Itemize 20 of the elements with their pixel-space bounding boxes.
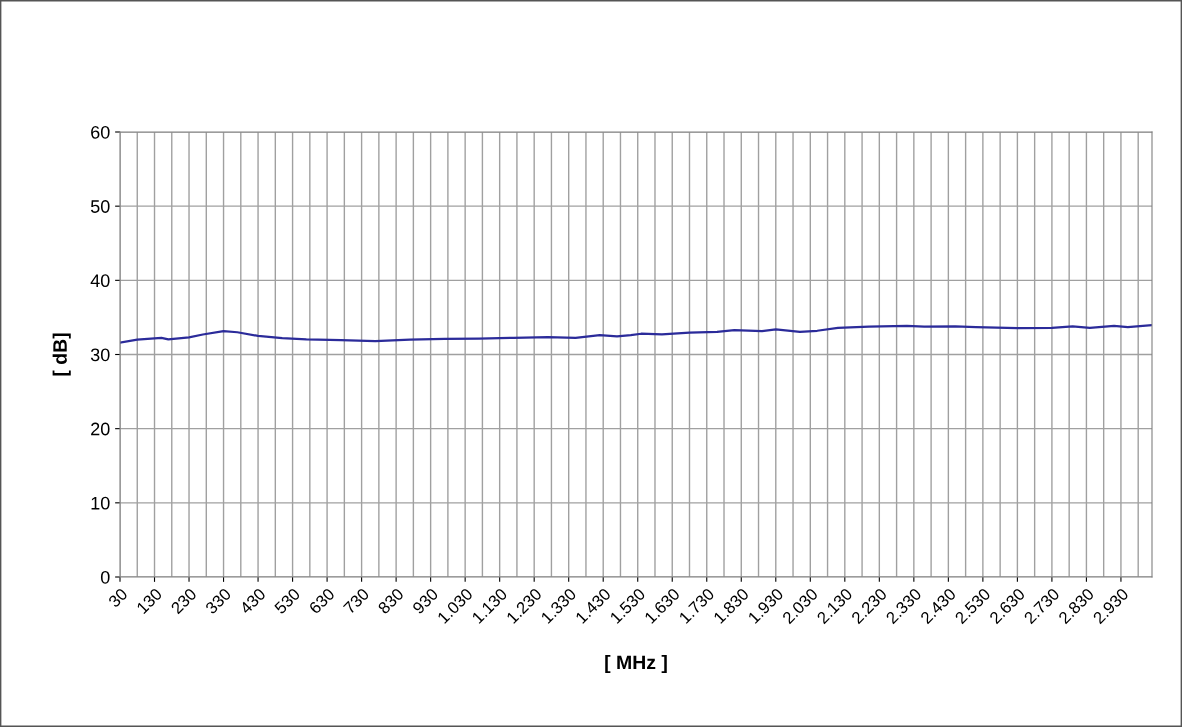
y-tick-label: 10 xyxy=(91,496,110,510)
y-tick-label: 20 xyxy=(91,422,110,436)
line-series xyxy=(120,324,1152,344)
x-tick-label: 830 xyxy=(377,587,405,615)
x-tick-label: 430 xyxy=(238,587,267,615)
x-tick-label: 530 xyxy=(273,587,301,615)
x-tick-label: 130 xyxy=(136,587,163,615)
y-tick-label: 50 xyxy=(90,200,110,213)
y-tick-label: 30 xyxy=(90,348,110,362)
x-tick-label: 30 xyxy=(107,587,129,609)
y-tick-label: 0 xyxy=(100,570,110,584)
x-tick-label: 230 xyxy=(170,587,198,615)
x-tick-label: 930 xyxy=(411,587,439,615)
x-tick-label: 330 xyxy=(204,587,232,615)
x-tick-label: 730 xyxy=(342,587,370,615)
y-tick-label: 40 xyxy=(90,274,110,288)
x-tick-label: 630 xyxy=(308,587,336,615)
y-axis-title: [ dB] xyxy=(52,333,71,376)
y-tick-label: 60 xyxy=(91,125,110,139)
x-axis-title: [ MHz ] xyxy=(605,654,667,674)
